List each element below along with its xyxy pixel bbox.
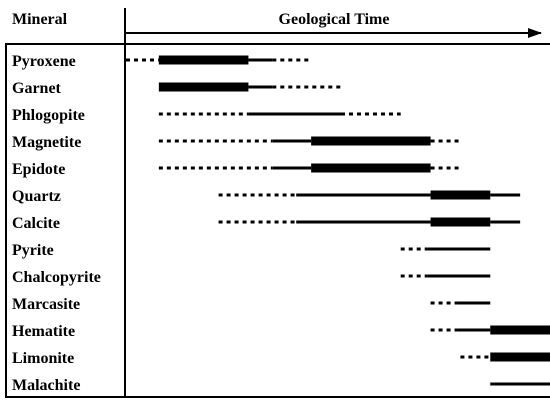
mineral-label: Garnet	[12, 80, 62, 97]
column-header-mineral: Mineral	[12, 11, 68, 28]
mineral-rows: Pyroxene Garnet Phlogopite Magnetite Epidote…	[12, 53, 550, 394]
mineral-label: Hematite	[12, 323, 75, 340]
table-frame	[5, 43, 550, 398]
mineral-label: Phlogopite	[12, 107, 85, 124]
mineral-label: Malachite	[12, 377, 80, 394]
mineral-label: Limonite	[12, 350, 74, 367]
time-axis-label: Geological Time	[279, 11, 390, 28]
mineral-label: Calcite	[12, 215, 60, 232]
mineral-label: Pyroxene	[12, 53, 76, 70]
mineral-label: Marcasite	[12, 296, 80, 313]
mineral-label: Pyrite	[12, 242, 54, 259]
mineral-label: Chalcopyrite	[12, 269, 101, 286]
mineral-label: Magnetite	[12, 134, 81, 151]
mineral-label: Quartz	[12, 188, 61, 205]
mineral-label: Epidote	[12, 161, 65, 178]
